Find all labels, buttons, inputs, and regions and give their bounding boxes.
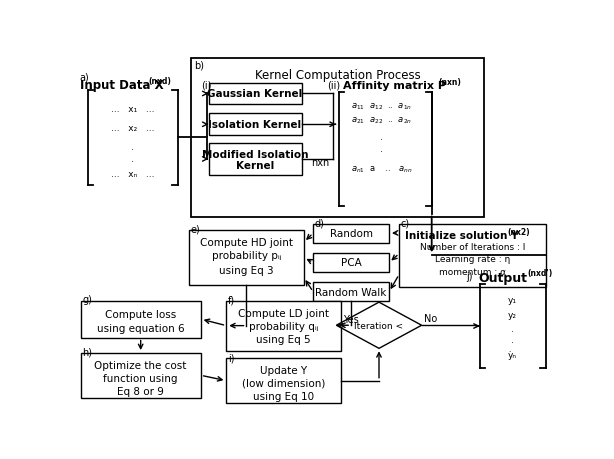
Bar [80, 353, 201, 398]
Text: (ii): (ii) [327, 80, 340, 90]
Text: Yes: Yes [343, 314, 359, 325]
Text: a): a) [80, 72, 90, 82]
Bar [313, 224, 389, 243]
Text: c): c) [401, 218, 410, 228]
Text: Output: Output [478, 272, 527, 285]
Bar [227, 301, 341, 351]
Text: .: . [511, 324, 514, 333]
Text: Modified Isolation: Modified Isolation [202, 149, 308, 159]
Text: $a_{11}$  $a_{12}$  ..  $a_{1n}$: $a_{11}$ $a_{12}$ .. $a_{1n}$ [351, 101, 412, 112]
Text: Compute loss: Compute loss [105, 310, 176, 320]
Text: .: . [131, 154, 134, 163]
Text: y₂: y₂ [508, 310, 517, 319]
Text: Gaussian Kernel: Gaussian Kernel [208, 89, 303, 99]
Bar [209, 84, 301, 105]
Text: Affinity matrix P: Affinity matrix P [343, 80, 446, 90]
Text: Compute LD joint: Compute LD joint [238, 308, 329, 318]
Bar [399, 224, 546, 287]
Bar [189, 230, 304, 285]
Text: ẏₙ: ẏₙ [508, 350, 517, 359]
Text: No: No [424, 313, 437, 323]
Text: j): j) [466, 272, 472, 282]
Text: Kernel: Kernel [236, 161, 274, 171]
Text: Random Walk: Random Walk [316, 287, 387, 297]
Text: f): f) [228, 295, 235, 305]
Text: .: . [131, 143, 134, 152]
Text: probability qᵢⱼ: probability qᵢⱼ [249, 321, 319, 331]
Text: g): g) [82, 295, 92, 305]
Text: Number of Iterations : I: Number of Iterations : I [420, 243, 526, 252]
Text: Random: Random [330, 229, 373, 239]
Polygon shape [336, 302, 422, 348]
Text: Compute HD joint: Compute HD joint [200, 238, 293, 247]
Text: function using: function using [103, 373, 178, 383]
Bar [313, 282, 389, 302]
Bar [227, 358, 341, 403]
Text: Initialize solution Y: Initialize solution Y [405, 230, 519, 240]
Text: using Eq 5: using Eq 5 [257, 334, 311, 344]
Bar [80, 301, 201, 338]
Text: (i): (i) [201, 80, 211, 90]
Bar [209, 114, 301, 136]
Text: using equation 6: using equation 6 [97, 324, 184, 334]
Text: Update Y: Update Y [260, 365, 307, 375]
Text: .: . [511, 335, 514, 344]
Text: .: . [380, 145, 383, 154]
Text: $a_{n1}$  a    ..   $a_{nn}$: $a_{n1}$ a .. $a_{nn}$ [351, 164, 412, 175]
Text: e): e) [191, 224, 200, 234]
Text: using Eq 3: using Eq 3 [219, 265, 274, 275]
Text: Kernel Computation Process: Kernel Computation Process [255, 69, 421, 82]
Text: Isolation Kernel: Isolation Kernel [208, 120, 301, 130]
Text: Eq 8 or 9: Eq 8 or 9 [117, 386, 164, 396]
Text: probability pᵢⱼ: probability pᵢⱼ [212, 251, 281, 261]
Text: Iteration <: Iteration < [354, 321, 403, 330]
Text: ...   xₙ   ...: ... xₙ ... [111, 170, 154, 179]
Bar [313, 253, 389, 273]
Text: Learning rate : η: Learning rate : η [435, 254, 510, 263]
Text: (low dimension): (low dimension) [242, 378, 325, 388]
Text: i): i) [228, 353, 235, 363]
Text: b): b) [194, 61, 204, 70]
Text: h): h) [82, 347, 92, 357]
Text: ...   x₁   ...: ... x₁ ... [111, 104, 154, 113]
Bar [192, 59, 484, 218]
Text: using Eq 10: using Eq 10 [253, 391, 314, 401]
Text: PCA: PCA [341, 258, 362, 268]
Text: ...   x₂   ...: ... x₂ ... [111, 123, 154, 133]
Text: (nxn): (nxn) [438, 78, 462, 86]
Bar [209, 143, 301, 176]
Text: Input Data X: Input Data X [80, 79, 163, 92]
Text: momentum : α: momentum : α [439, 267, 507, 276]
Text: .: . [380, 133, 383, 142]
Text: nxn: nxn [311, 157, 330, 168]
Text: (nx2): (nx2) [508, 227, 530, 236]
Text: (nxd): (nxd) [149, 77, 172, 85]
Text: Optimize the cost: Optimize the cost [95, 360, 187, 369]
Text: d): d) [315, 218, 325, 228]
Text: (nxd'): (nxd') [528, 269, 553, 278]
Text: $a_{21}$  $a_{22}$  ..  $a_{2n}$: $a_{21}$ $a_{22}$ .. $a_{2n}$ [351, 115, 412, 126]
Text: y₁: y₁ [508, 295, 517, 304]
